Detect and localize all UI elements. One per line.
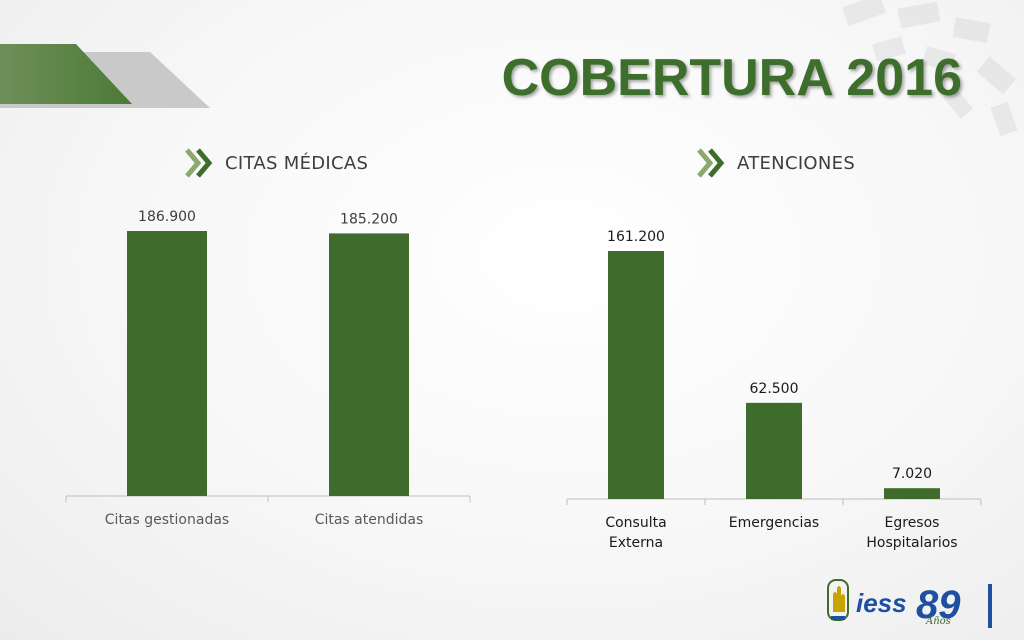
bar [884,488,940,499]
bar [746,402,802,499]
data-label: 62.500 [750,381,799,397]
bar [608,251,664,499]
category-label: Citas gestionadas [105,512,229,528]
section-title-atenciones: ATENCIONES [737,152,856,174]
category-label: Emergencias [729,515,819,531]
category-label: Hospitalarios [866,535,957,551]
bar [329,233,409,496]
background-pattern [841,0,1018,137]
double-chevron-right-icon [185,148,213,178]
category-label: Externa [609,535,663,551]
hand-emblem-icon [827,579,849,621]
iess-logo: iess 89 Años [827,579,992,628]
logo-years-word: Años [925,616,951,627]
data-label: 185.200 [340,211,398,227]
category-label: Citas atendidas [315,512,424,528]
page-title: COBERTURA 2016 [501,49,962,107]
section-heading-citas: CITAS MÉDICAS [183,146,368,180]
double-chevron-right-icon [697,148,725,178]
corner-decoration [0,44,210,108]
logo-brand-text: iess [856,588,907,618]
data-label: 7.020 [892,466,932,482]
bar [127,231,207,496]
data-label: 161.200 [607,229,665,245]
category-label: Consulta [605,515,666,531]
category-label: Egresos [885,515,940,531]
logo-years-text: 89 [916,583,961,627]
section-heading-atenciones: ATENCIONES [695,146,855,180]
section-title-citas: CITAS MÉDICAS [225,152,369,174]
data-label: 186.900 [138,209,196,225]
